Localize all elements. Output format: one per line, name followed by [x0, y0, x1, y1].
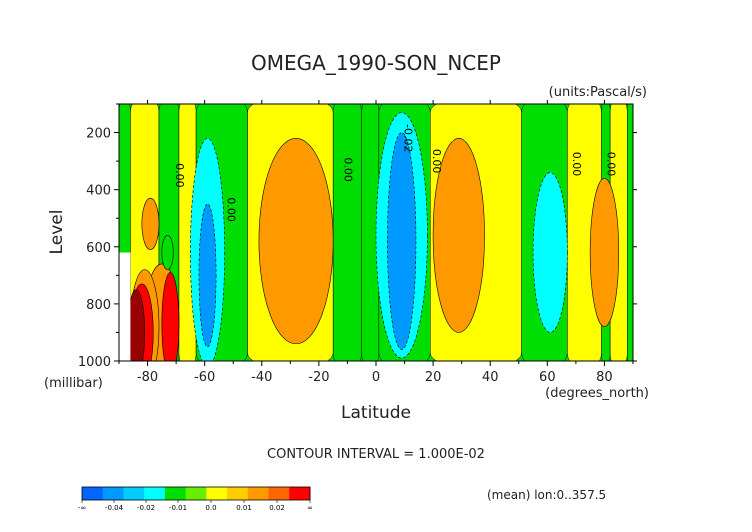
x-tick-label: 0 [372, 370, 380, 385]
contour-region [198, 203, 217, 348]
x-units-label: (degrees_north) [545, 386, 649, 401]
plot-area: 0.00 0.00 0.00 -0.02 0.00 0.00 0.00 [119, 104, 633, 361]
x-tick-label: 20 [425, 370, 442, 385]
y-axis-label: Level [47, 210, 67, 255]
colorbar-frame [81, 486, 311, 501]
colorbar-label: -0.04 [105, 504, 124, 512]
contour-region [161, 272, 180, 361]
contour-region [532, 172, 568, 333]
contour-label: 0.00 [342, 157, 355, 182]
colorbar-swatch [289, 487, 311, 500]
colorbar-swatch [164, 487, 187, 500]
colorbar-swatch [123, 487, 145, 500]
colorbar-swatch [82, 487, 104, 500]
x-tick-label: -40 [251, 370, 272, 385]
units-label: (units:Pascal/s) [549, 85, 647, 100]
x-tick-label: 60 [539, 370, 556, 385]
colorbar-swatch [247, 487, 270, 500]
x-tick-label: -60 [194, 370, 215, 385]
contour-region [387, 132, 417, 350]
colorbar-label: 0.01 [236, 504, 252, 512]
mean-note: (mean) lon:0..357.5 [487, 488, 606, 502]
colorbar-label: ∞ [307, 504, 313, 512]
colorbar-swatch [268, 487, 290, 500]
colorbar-swatch [227, 487, 249, 500]
colorbar-swatch [206, 487, 228, 500]
contour-region [141, 197, 160, 250]
colorbar-label: -∞ [78, 504, 86, 512]
colorbar-label: 0.0 [205, 504, 216, 512]
contour-region [258, 137, 334, 345]
y-tick-label: 800 [86, 298, 111, 313]
y-tick-label: 1000 [78, 355, 111, 370]
contour-label: 0.00 [570, 152, 583, 177]
x-tick-label: 40 [482, 370, 499, 385]
colorbar-label: -0.02 [137, 504, 155, 512]
contour-label: -0.02 [402, 124, 415, 152]
contour-region [161, 235, 174, 270]
x-axis-label: Latitude [341, 403, 411, 423]
colorbar-swatch [102, 487, 124, 500]
axes: -80 -60 -40 -20 0 20 40 60 80 200 400 600 800 1000 [78, 100, 637, 385]
colorbar-swatch [185, 487, 207, 500]
contour-region [432, 137, 485, 333]
y-tick-label: 400 [86, 184, 111, 199]
contour-label: 0.00 [173, 163, 186, 188]
x-tick-label: 80 [596, 370, 613, 385]
contour-band [332, 104, 362, 361]
contour-region [589, 177, 620, 328]
colorbar-swatch [144, 487, 166, 500]
y-tick-label: 200 [86, 127, 111, 142]
x-tick-label: -80 [137, 370, 158, 385]
contour-band [627, 104, 633, 361]
contour-interval-note: CONTOUR INTERVAL = 1.000E-02 [267, 447, 485, 462]
colorbar-label: 0.02 [269, 504, 285, 512]
y-tick-label: 600 [86, 241, 111, 256]
x-tick-label: -20 [308, 370, 329, 385]
chart-title: OMEGA_1990-SON_NCEP [251, 51, 501, 75]
colorbar: -∞ -0.04 -0.02 -0.01 0.0 0.01 0.02 ∞ [78, 486, 313, 512]
missing-data-region [119, 252, 131, 361]
colorbar-label: -0.01 [169, 504, 187, 512]
contour-label: 0.00 [604, 152, 617, 177]
contour-label: 0.00 [225, 197, 238, 222]
y-units-label: (millibar) [44, 376, 103, 391]
contour-label: 0.00 [430, 149, 443, 174]
